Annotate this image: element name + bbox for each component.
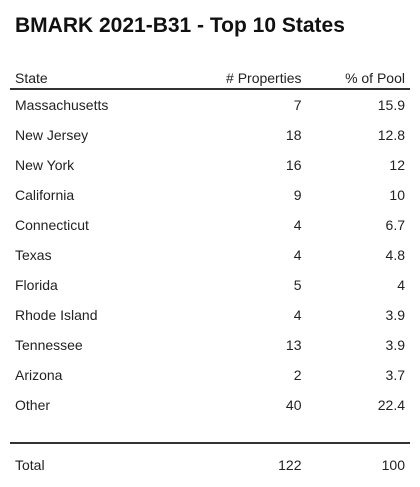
pool-cell: 12 <box>389 157 405 173</box>
table-row: California 9 10 <box>10 180 410 210</box>
state-cell: Other <box>15 397 51 413</box>
table-row: Arizona 2 3.7 <box>10 360 410 390</box>
table-row: New York 16 12 <box>10 150 410 180</box>
properties-cell: 16 <box>285 157 302 173</box>
header-pool: % of Pool <box>345 70 405 86</box>
pool-cell: 4 <box>397 277 405 293</box>
table-row: Connecticut 4 6.7 <box>10 210 410 240</box>
state-cell: Florida <box>15 277 58 293</box>
table-row: New Jersey 18 12.8 <box>10 120 410 150</box>
properties-cell: 9 <box>293 187 302 203</box>
pool-cell: 6.7 <box>385 217 405 233</box>
properties-cell: 4 <box>293 217 302 233</box>
state-cell: New York <box>15 157 75 173</box>
properties-cell: 4 <box>293 247 302 263</box>
properties-cell: 2 <box>293 367 302 383</box>
table-row: Texas 4 4.8 <box>10 240 410 270</box>
pool-cell: 15.9 <box>377 97 405 113</box>
header-state: State <box>15 70 48 86</box>
pool-cell: 12.8 <box>377 127 405 143</box>
states-table: State # Properties % of Pool Massachuset… <box>10 62 410 484</box>
spacer-row <box>10 420 410 443</box>
state-cell: Rhode Island <box>15 307 98 323</box>
properties-cell: 7 <box>293 97 302 113</box>
pool-cell: 3.9 <box>385 337 405 353</box>
state-cell: New Jersey <box>15 127 89 143</box>
header-row: State # Properties % of Pool <box>10 62 410 89</box>
table-row: Florida 5 4 <box>10 270 410 300</box>
table-row: Rhode Island 4 3.9 <box>10 300 410 330</box>
state-cell: Arizona <box>15 367 63 383</box>
state-cell: Texas <box>15 247 52 263</box>
pool-cell: 10 <box>389 187 405 203</box>
state-cell: Tennessee <box>15 337 83 353</box>
total-label: Total <box>15 457 45 473</box>
pool-cell: 3.9 <box>385 307 405 323</box>
properties-cell: 18 <box>285 127 302 143</box>
total-pool: 100 <box>381 457 405 473</box>
table-row: Massachusetts 7 15.9 <box>10 89 410 120</box>
chart-title: BMARK 2021-B31 - Top 10 States <box>15 14 345 37</box>
pool-cell: 4.8 <box>385 247 405 263</box>
total-row: Total 122 100 <box>10 443 410 484</box>
table-row: Other 40 22.4 <box>10 390 410 420</box>
properties-cell: 40 <box>285 397 302 413</box>
header-properties: # Properties <box>226 70 302 86</box>
pool-cell: 3.7 <box>385 367 405 383</box>
total-properties: 122 <box>278 457 302 473</box>
pool-cell: 22.4 <box>377 397 405 413</box>
state-cell: Connecticut <box>15 217 89 233</box>
state-cell: Massachusetts <box>15 97 109 113</box>
state-cell: California <box>15 187 75 203</box>
properties-cell: 4 <box>293 307 302 323</box>
table-row: Tennessee 13 3.9 <box>10 330 410 360</box>
properties-cell: 5 <box>293 277 302 293</box>
properties-cell: 13 <box>285 337 302 353</box>
